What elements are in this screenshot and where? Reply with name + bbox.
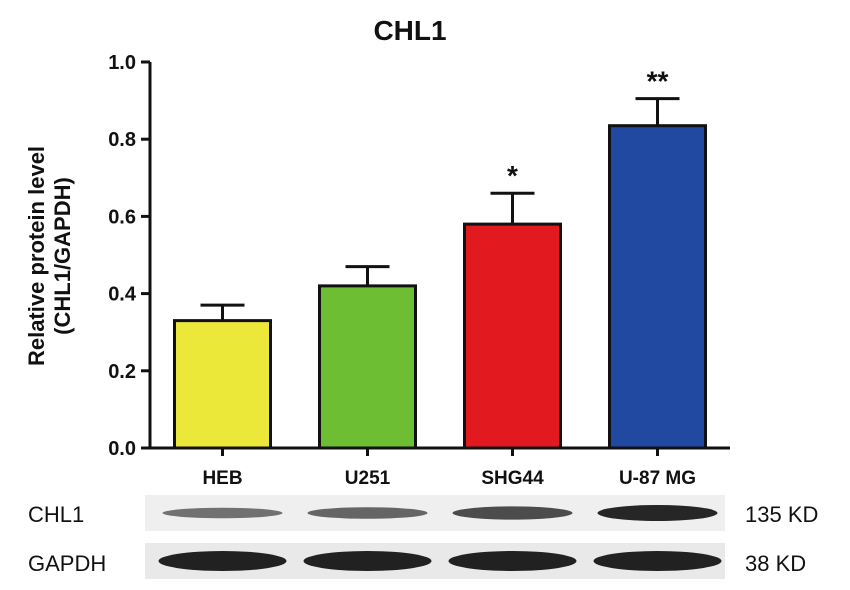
bar — [463, 222, 562, 450]
x-tick-label: U-87 MG — [619, 468, 696, 489]
gapdh-band — [158, 551, 287, 571]
blot-label-gapdh: GAPDH — [28, 551, 106, 576]
y-axis-label-line1: Relative protein level — [24, 146, 49, 366]
y-axis-label: Relative protein level (CHL1/GAPDH) — [24, 146, 75, 366]
gapdh-band — [303, 551, 432, 571]
y-tick-label: 0.6 — [108, 206, 136, 228]
bar — [608, 124, 707, 450]
plot-area: 0.0 0.2 0.4 0.6 0.8 1.0 HEB U251 SHG44 * U-87 MG ** — [108, 52, 730, 489]
gapdh-band — [448, 551, 577, 571]
chl1-band — [597, 505, 718, 521]
y-tick-label: 1.0 — [108, 52, 136, 74]
y-tick-label: 0.2 — [108, 361, 136, 383]
western-blot: CHL1 135 KD GAPDH 38 KD — [28, 495, 818, 579]
chl1-band — [452, 506, 573, 520]
significance-marker: * — [507, 160, 518, 191]
y-tick-label: 0.4 — [108, 284, 137, 306]
x-tick-label: HEB — [202, 468, 242, 489]
chart-title: CHL1 — [373, 15, 446, 46]
y-axis-label-line2: (CHL1/GAPDH) — [50, 177, 75, 335]
significance-marker: ** — [647, 66, 669, 97]
x-tick-label: U251 — [345, 468, 391, 489]
gapdh-band — [593, 551, 722, 571]
bar — [318, 284, 417, 450]
bar — [173, 319, 272, 450]
blot-label-chl1: CHL1 — [28, 502, 84, 527]
x-tick-label: SHG44 — [481, 468, 544, 489]
chl1-band — [162, 507, 283, 519]
y-tick-label: 0.8 — [108, 129, 136, 151]
chl1-band — [307, 507, 428, 519]
blot-size-gapdh: 38 KD — [745, 551, 806, 576]
y-tick-label: 0.0 — [108, 438, 136, 460]
blot-size-chl1: 135 KD — [745, 502, 818, 527]
